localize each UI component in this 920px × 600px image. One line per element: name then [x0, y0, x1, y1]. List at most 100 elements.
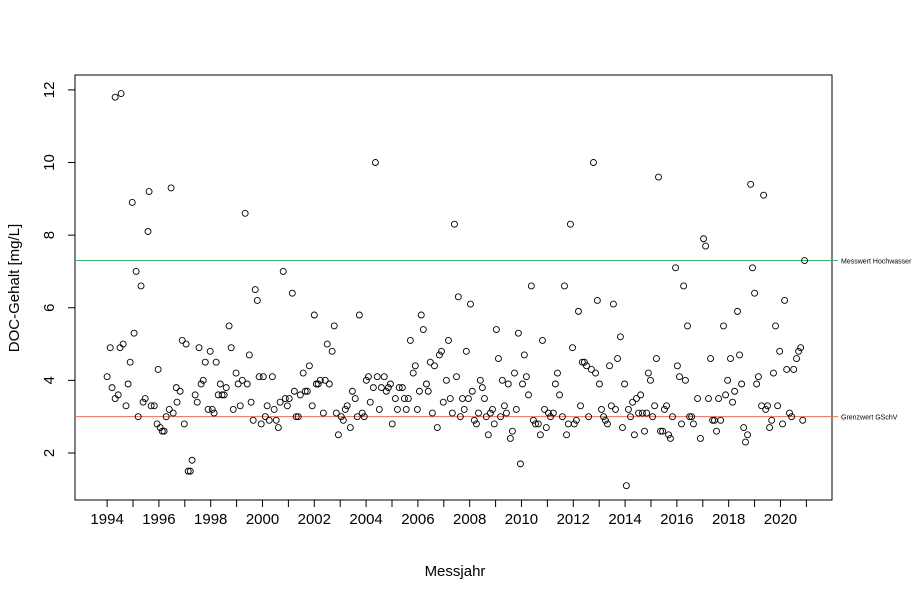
point	[793, 355, 800, 363]
point	[696, 435, 704, 442]
point	[145, 188, 153, 196]
point	[353, 413, 361, 421]
point	[689, 420, 697, 428]
point	[762, 405, 770, 413]
point	[638, 409, 646, 417]
point	[542, 424, 550, 432]
point	[301, 387, 309, 395]
x-axis-title: Messjahr	[425, 563, 486, 580]
point	[180, 420, 188, 428]
point	[772, 322, 779, 330]
point	[688, 413, 696, 421]
point	[438, 347, 445, 355]
point	[428, 409, 436, 417]
point	[334, 431, 342, 439]
y-tick-label: 12	[41, 82, 58, 99]
y-tick-label: 6	[41, 304, 58, 312]
point	[751, 289, 759, 297]
point	[312, 380, 320, 388]
point	[373, 373, 381, 381]
point	[506, 435, 514, 442]
point	[169, 409, 177, 417]
point	[371, 159, 379, 166]
point	[276, 398, 284, 406]
point	[442, 376, 450, 384]
point	[236, 402, 244, 410]
point	[593, 297, 601, 304]
point	[456, 413, 464, 421]
point	[137, 282, 145, 290]
point	[749, 264, 756, 272]
point	[448, 409, 456, 417]
point	[413, 405, 421, 413]
point	[108, 384, 116, 392]
point	[709, 416, 717, 424]
point	[609, 300, 617, 308]
point	[380, 373, 388, 381]
point	[116, 344, 124, 352]
point	[686, 413, 694, 421]
point	[781, 297, 789, 304]
point	[364, 373, 372, 381]
point	[720, 322, 727, 330]
point	[156, 424, 164, 432]
point	[153, 420, 161, 428]
point	[480, 395, 488, 402]
point	[259, 373, 267, 381]
point	[498, 376, 506, 384]
point	[424, 387, 432, 395]
point	[431, 362, 438, 370]
point	[351, 395, 359, 402]
point	[561, 282, 568, 290]
point	[126, 358, 134, 366]
point	[316, 376, 324, 384]
point	[747, 180, 755, 188]
x-tick-label: 2006	[401, 511, 434, 528]
point	[672, 264, 680, 272]
point	[243, 380, 251, 388]
point	[464, 395, 472, 402]
point	[296, 391, 304, 399]
point	[290, 387, 298, 395]
point	[348, 387, 356, 395]
point	[795, 347, 803, 355]
point	[274, 424, 282, 432]
point	[580, 358, 588, 366]
point	[283, 402, 291, 410]
point	[566, 220, 574, 228]
point	[598, 405, 605, 413]
point	[454, 293, 462, 301]
point	[308, 402, 316, 410]
point	[633, 395, 640, 402]
point	[332, 409, 340, 417]
point	[627, 413, 634, 421]
y-tick-label: 2	[41, 449, 58, 457]
point	[621, 380, 629, 388]
point	[182, 340, 190, 348]
point	[134, 413, 142, 421]
point	[572, 416, 580, 424]
point	[186, 467, 194, 475]
point	[305, 362, 313, 370]
point	[433, 424, 441, 432]
point	[328, 347, 336, 355]
point	[629, 398, 637, 406]
point	[536, 431, 544, 439]
point	[783, 366, 791, 373]
reference-label: Messwert Hochwasser	[841, 258, 912, 265]
point	[541, 405, 548, 413]
point	[604, 420, 611, 428]
point	[478, 384, 486, 392]
point	[532, 420, 539, 428]
point	[341, 405, 349, 413]
point	[680, 282, 688, 290]
point	[377, 384, 385, 392]
y-tick-label: 10	[41, 154, 58, 171]
point	[482, 413, 490, 421]
point	[218, 391, 226, 399]
x-tick-label: 2016	[660, 511, 693, 528]
point	[760, 191, 768, 199]
point	[319, 409, 327, 417]
point	[630, 431, 638, 439]
point	[167, 184, 175, 192]
